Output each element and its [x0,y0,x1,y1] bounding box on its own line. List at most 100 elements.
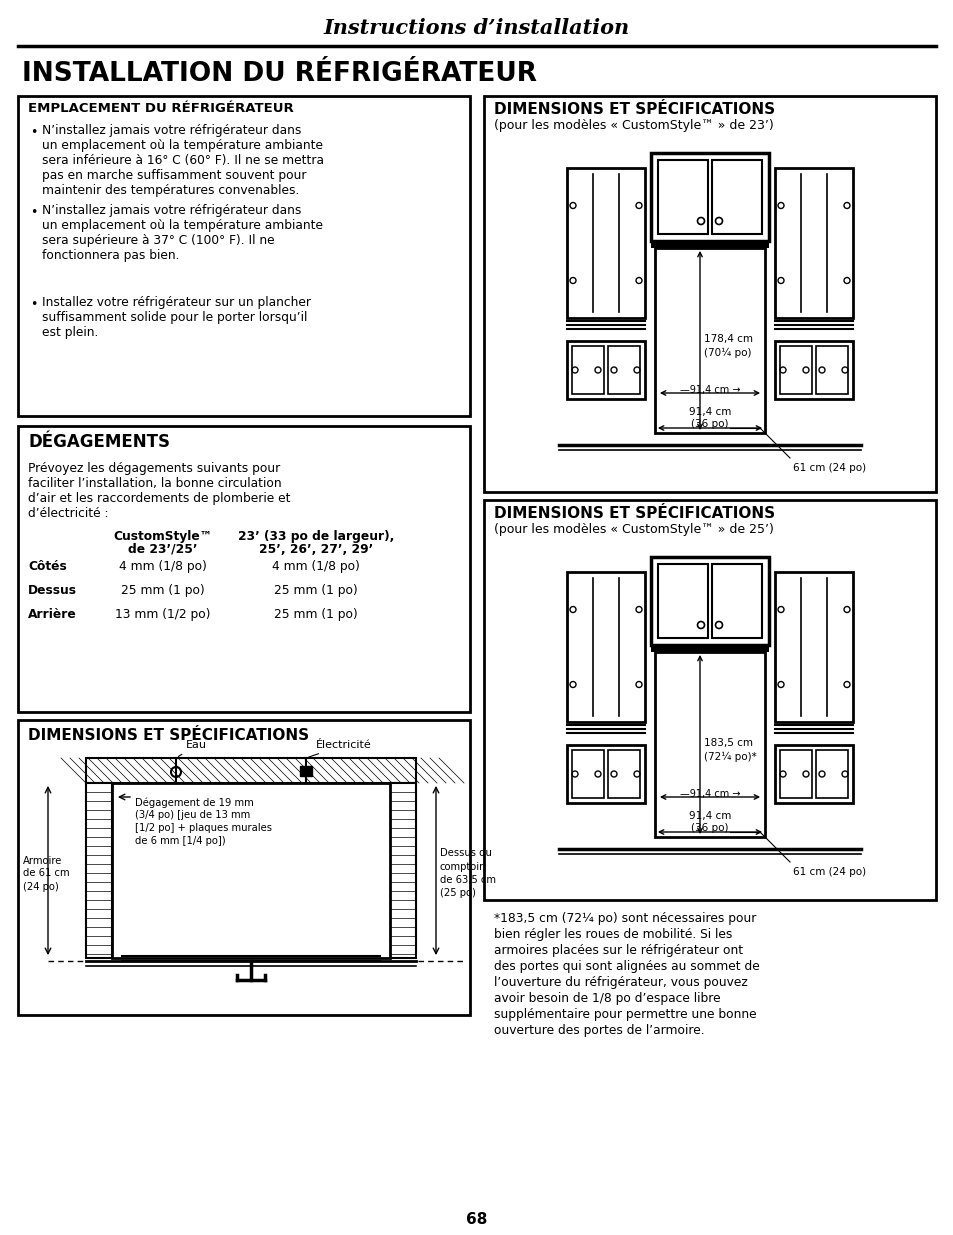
Bar [774,168,852,317]
Text: d’air et les raccordements de plomberie et: d’air et les raccordements de plomberie … [28,492,291,505]
Text: fonctionnera pas bien.: fonctionnera pas bien. [42,249,179,262]
Text: sera inférieure à 16° C (60° F). Il ne se mettra: sera inférieure à 16° C (60° F). Il ne s… [42,154,324,167]
Text: CustomStyle™: CustomStyle™ [113,530,213,543]
Text: est plein.: est plein. [42,326,98,338]
Text: l’ouverture du réfrigérateur, vous pouvez: l’ouverture du réfrigérateur, vous pouve… [494,976,747,989]
Text: Armoire: Armoire [23,856,62,866]
Text: de 23’/25’: de 23’/25’ [128,543,197,556]
Bar [299,766,312,776]
Text: 183,5 cm: 183,5 cm [703,739,752,748]
Text: [1/2 po] + plaques murales: [1/2 po] + plaques murales [135,823,272,832]
Text: 13 mm (1/2 po): 13 mm (1/2 po) [115,608,211,621]
Text: un emplacement où la température ambiante: un emplacement où la température ambiant… [42,140,323,152]
Text: DIMENSIONS ET SPÉCIFICATIONS: DIMENSIONS ET SPÉCIFICATIONS [28,727,309,742]
Text: (pour les modèles « CustomStyle™ » de 23’): (pour les modèles « CustomStyle™ » de 23… [494,120,773,132]
Text: de 61 cm: de 61 cm [23,868,70,878]
Text: comptoir: comptoir [439,862,484,872]
Text: de 6 mm [1/4 po]): de 6 mm [1/4 po]) [135,836,226,846]
Bar [780,750,811,798]
Text: —91,4 cm →: —91,4 cm → [679,789,740,799]
Text: EMPLACEMENT DU RÉFRIGÉRATEUR: EMPLACEMENT DU RÉFRIGÉRATEUR [28,103,294,116]
Bar [711,564,761,638]
Text: 61 cm (24 po): 61 cm (24 po) [792,463,865,473]
Text: Dessus du: Dessus du [439,848,492,858]
Text: suffisamment solide pour le porter lorsqu’il: suffisamment solide pour le porter lorsq… [42,311,307,324]
Text: des portes qui sont alignées au sommet de: des portes qui sont alignées au sommet d… [494,960,759,973]
Text: Installez votre réfrigérateur sur un plancher: Installez votre réfrigérateur sur un pla… [42,296,311,309]
Bar [18,96,470,416]
Text: (36 po): (36 po) [691,823,728,832]
Text: 25 mm (1 po): 25 mm (1 po) [274,608,357,621]
Text: *183,5 cm (72¼ po) sont nécessaires pour: *183,5 cm (72¼ po) sont nécessaires pour [494,911,756,925]
Text: 25’, 26’, 27’, 29’: 25’, 26’, 27’, 29’ [258,543,373,556]
Bar [607,750,639,798]
Bar [815,750,847,798]
Bar [572,750,603,798]
Bar [774,745,852,803]
Text: INSTALLATION DU RÉFRIGÉRATEUR: INSTALLATION DU RÉFRIGÉRATEUR [22,61,537,86]
Text: faciliter l’installation, la bonne circulation: faciliter l’installation, la bonne circu… [28,477,281,490]
Text: bien régler les roues de mobilité. Si les: bien régler les roues de mobilité. Si le… [494,927,732,941]
Bar [86,783,112,958]
Bar [86,758,416,783]
Text: 25 mm (1 po): 25 mm (1 po) [121,584,205,597]
Bar [711,161,761,233]
Text: N’installez jamais votre réfrigérateur dans: N’installez jamais votre réfrigérateur d… [42,204,301,217]
Text: pas en marche suffisamment souvent pour: pas en marche suffisamment souvent pour [42,169,306,182]
Text: 25 mm (1 po): 25 mm (1 po) [274,584,357,597]
Text: Côtés: Côtés [28,559,67,573]
Text: Dessus: Dessus [28,584,77,597]
Bar [390,783,416,958]
Text: 61 cm (24 po): 61 cm (24 po) [792,867,865,877]
Bar [774,341,852,399]
Text: DIMENSIONS ET SPÉCIFICATIONS: DIMENSIONS ET SPÉCIFICATIONS [494,506,774,521]
Text: armoires placées sur le réfrigérateur ont: armoires placées sur le réfrigérateur on… [494,944,742,957]
Text: Eau: Eau [178,740,207,757]
Text: 4 mm (1/8 po): 4 mm (1/8 po) [119,559,207,573]
Text: (3/4 po) [jeu de 13 mm: (3/4 po) [jeu de 13 mm [135,810,250,820]
Bar [774,572,852,722]
Bar [650,241,768,248]
Bar [658,564,707,638]
Text: un emplacement où la température ambiante: un emplacement où la température ambiant… [42,219,323,232]
Bar [650,153,768,241]
Text: maintenir des températures convenables.: maintenir des températures convenables. [42,184,299,198]
Text: (25 po): (25 po) [439,888,476,898]
Bar [112,783,390,958]
Bar [815,346,847,394]
Text: sera supérieure à 37° C (100° F). Il ne: sera supérieure à 37° C (100° F). Il ne [42,233,274,247]
Text: (24 po): (24 po) [23,882,59,892]
Bar [572,346,603,394]
Text: Arrière: Arrière [28,608,76,621]
Bar [483,96,935,492]
Text: •: • [30,298,37,311]
Text: supplémentaire pour permettre une bonne: supplémentaire pour permettre une bonne [494,1008,756,1021]
Bar [566,572,644,722]
Text: d’électricité :: d’électricité : [28,508,109,520]
Text: N’installez jamais votre réfrigérateur dans: N’installez jamais votre réfrigérateur d… [42,124,301,137]
Bar [483,500,935,900]
Bar [18,426,470,713]
Text: 178,4 cm: 178,4 cm [703,333,752,345]
Bar [655,248,764,433]
Bar [655,652,764,837]
Bar [566,168,644,317]
Bar [607,346,639,394]
Bar [566,341,644,399]
Text: (70¼ po): (70¼ po) [703,348,751,358]
Text: •: • [30,126,37,140]
Bar [650,557,768,645]
Text: 68: 68 [466,1213,487,1228]
Text: Instructions d’installation: Instructions d’installation [324,19,629,38]
Text: (36 po): (36 po) [691,419,728,429]
Bar [18,720,470,1015]
Text: DIMENSIONS ET SPÉCIFICATIONS: DIMENSIONS ET SPÉCIFICATIONS [494,103,774,117]
Bar [650,645,768,652]
Text: de 63,5 cm: de 63,5 cm [439,874,496,884]
Text: (pour les modèles « CustomStyle™ » de 25’): (pour les modèles « CustomStyle™ » de 25… [494,524,773,536]
Text: 23’ (33 po de largeur),: 23’ (33 po de largeur), [237,530,394,543]
Text: 91,4 cm: 91,4 cm [688,408,730,417]
Text: 4 mm (1/8 po): 4 mm (1/8 po) [272,559,359,573]
Text: (72¼ po)*: (72¼ po)* [703,752,756,762]
Text: avoir besoin de 1/8 po d’espace libre: avoir besoin de 1/8 po d’espace libre [494,992,720,1005]
